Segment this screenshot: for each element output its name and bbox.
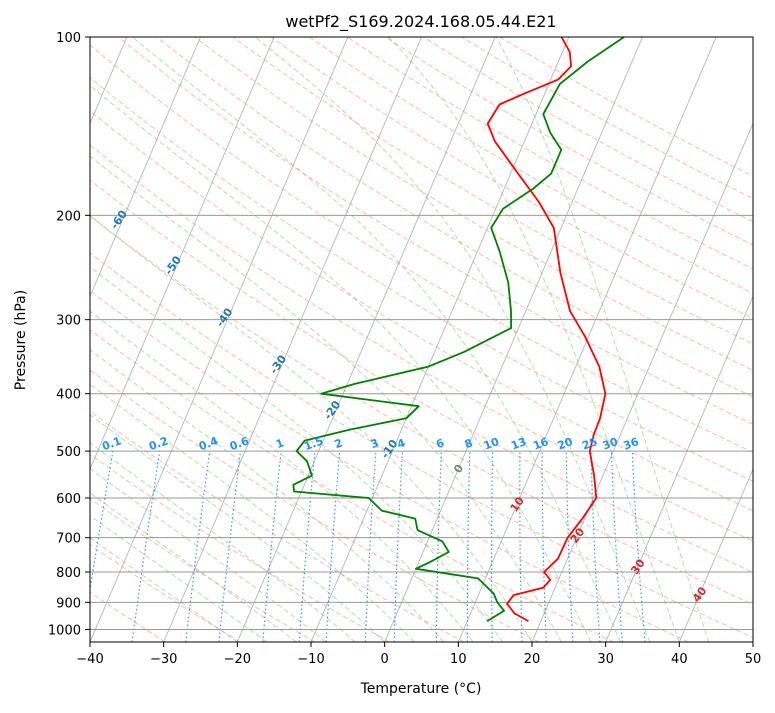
y-tick-label: 200: [56, 209, 81, 224]
y-tick-label: 900: [56, 596, 81, 611]
x-tick-label: −40: [76, 652, 103, 667]
y-tick-label: 800: [56, 566, 81, 581]
y-tick-label: 500: [56, 445, 81, 460]
x-axis-label: Temperature (°C): [360, 681, 482, 697]
y-tick-label: 600: [56, 492, 81, 507]
y-tick-label: 400: [56, 388, 81, 403]
x-tick-label: 20: [524, 652, 541, 667]
y-tick-label: 100: [56, 31, 81, 46]
y-axis-label: Pressure (hPa): [13, 290, 29, 390]
x-tick-label: −30: [150, 652, 177, 667]
y-tick-label: 300: [56, 314, 81, 329]
x-tick-label: 10: [450, 652, 467, 667]
y-tick-label: 700: [56, 532, 81, 547]
x-tick-label: 30: [597, 652, 614, 667]
x-tick-label: 50: [745, 652, 762, 667]
x-tick-label: −10: [297, 652, 324, 667]
x-tick-label: −20: [224, 652, 251, 667]
x-tick-label: 0: [381, 652, 389, 667]
y-tick-label: 1000: [48, 623, 81, 638]
chart-title: wetPf2_S169.2024.168.05.44.E21: [285, 12, 556, 32]
x-tick-label: 40: [671, 652, 688, 667]
